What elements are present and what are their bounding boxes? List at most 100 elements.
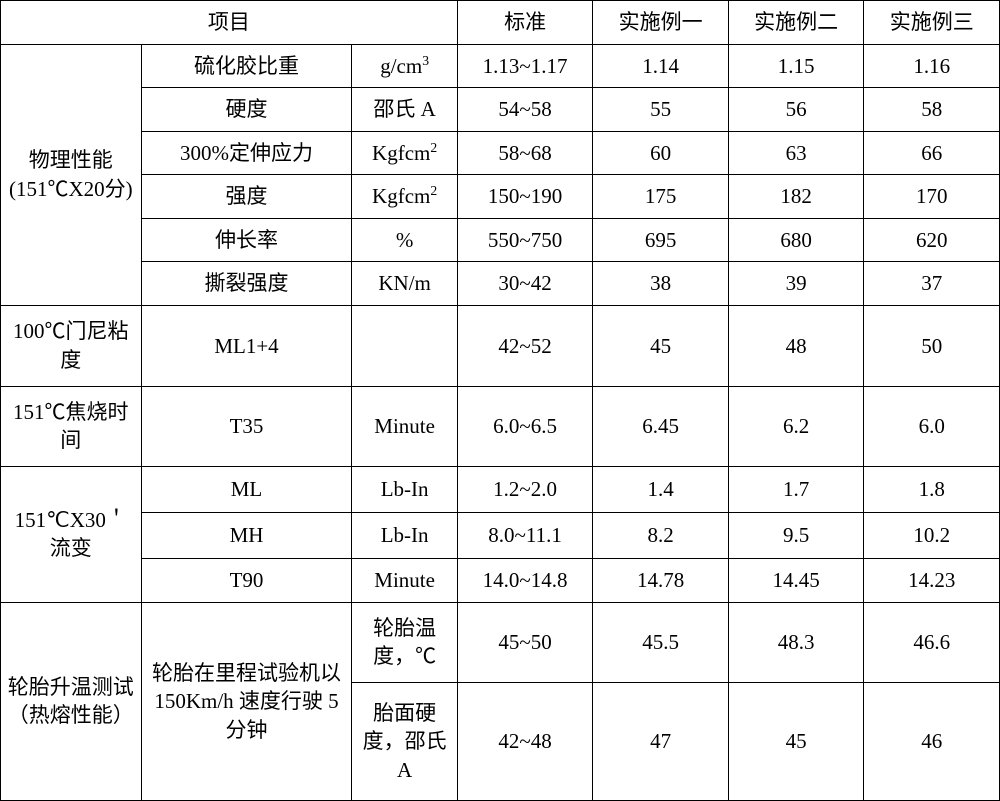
cell-e1: 1.4 xyxy=(593,467,729,513)
cell-std: 30~42 xyxy=(457,262,593,306)
cell-e3: 50 xyxy=(864,305,1000,386)
cell-e2: 48.3 xyxy=(728,602,864,683)
row-label: 300%定伸应力 xyxy=(141,131,352,175)
table-row: 300%定伸应力 Kgfcm2 58~68 60 63 66 xyxy=(1,131,1000,175)
cell-e3: 1.8 xyxy=(864,467,1000,513)
row-label: 轮胎温度，℃ xyxy=(352,602,457,683)
table-row: 151℃焦烧时间 T35 Minute 6.0~6.5 6.45 6.2 6.0 xyxy=(1,386,1000,467)
cell-e1: 14.78 xyxy=(593,559,729,603)
cell-e1: 175 xyxy=(593,175,729,219)
row-unit: Lb-In xyxy=(352,513,457,559)
row-label: ML xyxy=(141,467,352,513)
cell-e1: 38 xyxy=(593,262,729,306)
cell-e2: 63 xyxy=(728,131,864,175)
row-label: 硬度 xyxy=(141,88,352,132)
header-ex3: 实施例三 xyxy=(864,1,1000,45)
row-unit: g/cm3 xyxy=(352,44,457,88)
cell-e1: 47 xyxy=(593,683,729,801)
cell-e2: 680 xyxy=(728,218,864,262)
cell-e3: 37 xyxy=(864,262,1000,306)
cell-std: 54~58 xyxy=(457,88,593,132)
cell-e1: 695 xyxy=(593,218,729,262)
row-label: MH xyxy=(141,513,352,559)
group-mooney: 100℃门尼粘度 xyxy=(1,305,142,386)
cell-std: 58~68 xyxy=(457,131,593,175)
cell-std: 1.2~2.0 xyxy=(457,467,593,513)
cell-e2: 39 xyxy=(728,262,864,306)
table-row: 物理性能(151℃X20分) 硫化胶比重 g/cm3 1.13~1.17 1.1… xyxy=(1,44,1000,88)
row-label: 胎面硬度，邵氏A xyxy=(352,683,457,801)
cell-e3: 620 xyxy=(864,218,1000,262)
header-ex2: 实施例二 xyxy=(728,1,864,45)
table-row: 硬度 邵氏 A 54~58 55 56 58 xyxy=(1,88,1000,132)
cell-e1: 45.5 xyxy=(593,602,729,683)
group-rheo: 151℃X30＇流变 xyxy=(1,467,142,603)
cell-e1: 60 xyxy=(593,131,729,175)
cell-e1: 45 xyxy=(593,305,729,386)
cell-std: 14.0~14.8 xyxy=(457,559,593,603)
cell-std: 550~750 xyxy=(457,218,593,262)
table-row: MH Lb-In 8.0~11.1 8.2 9.5 10.2 xyxy=(1,513,1000,559)
row-label: T90 xyxy=(141,559,352,603)
row-unit: % xyxy=(352,218,457,262)
cell-std: 150~190 xyxy=(457,175,593,219)
row-label: ML1+4 xyxy=(141,305,352,386)
cell-e3: 6.0 xyxy=(864,386,1000,467)
cell-e2: 1.7 xyxy=(728,467,864,513)
row-unit: Kgfcm2 xyxy=(352,131,457,175)
row-unit: Minute xyxy=(352,559,457,603)
row-unit: Lb-In xyxy=(352,467,457,513)
cell-e3: 1.16 xyxy=(864,44,1000,88)
cell-std: 42~48 xyxy=(457,683,593,801)
row-label: 撕裂强度 xyxy=(141,262,352,306)
row-label: T35 xyxy=(141,386,352,467)
tire-condition: 轮胎在里程试验机以 150Km/h 速度行驶 5 分钟 xyxy=(141,602,352,800)
table-row: 强度 Kgfcm2 150~190 175 182 170 xyxy=(1,175,1000,219)
header-standard: 标准 xyxy=(457,1,593,45)
group-phys: 物理性能(151℃X20分) xyxy=(1,44,142,305)
table-row: 轮胎升温测试（热熔性能） 轮胎在里程试验机以 150Km/h 速度行驶 5 分钟… xyxy=(1,602,1000,683)
cell-e2: 182 xyxy=(728,175,864,219)
cell-e3: 10.2 xyxy=(864,513,1000,559)
cell-e2: 9.5 xyxy=(728,513,864,559)
cell-e2: 45 xyxy=(728,683,864,801)
header-ex1: 实施例一 xyxy=(593,1,729,45)
cell-e3: 46 xyxy=(864,683,1000,801)
table-row: 伸长率 % 550~750 695 680 620 xyxy=(1,218,1000,262)
row-label: 硫化胶比重 xyxy=(141,44,352,88)
table-row: 151℃X30＇流变 ML Lb-In 1.2~2.0 1.4 1.7 1.8 xyxy=(1,467,1000,513)
cell-e1: 6.45 xyxy=(593,386,729,467)
row-unit: 邵氏 A xyxy=(352,88,457,132)
cell-std: 6.0~6.5 xyxy=(457,386,593,467)
row-unit xyxy=(352,305,457,386)
cell-e1: 55 xyxy=(593,88,729,132)
table-row: T90 Minute 14.0~14.8 14.78 14.45 14.23 xyxy=(1,559,1000,603)
cell-e3: 66 xyxy=(864,131,1000,175)
table-row: 100℃门尼粘度 ML1+4 42~52 45 48 50 xyxy=(1,305,1000,386)
cell-e2: 6.2 xyxy=(728,386,864,467)
cell-e2: 14.45 xyxy=(728,559,864,603)
properties-table: 项目 标准 实施例一 实施例二 实施例三 物理性能(151℃X20分) 硫化胶比… xyxy=(0,0,1000,801)
row-unit: Minute xyxy=(352,386,457,467)
group-scorch: 151℃焦烧时间 xyxy=(1,386,142,467)
cell-e2: 56 xyxy=(728,88,864,132)
row-label: 伸长率 xyxy=(141,218,352,262)
cell-e1: 8.2 xyxy=(593,513,729,559)
cell-e3: 14.23 xyxy=(864,559,1000,603)
cell-e3: 58 xyxy=(864,88,1000,132)
table-header-row: 项目 标准 实施例一 实施例二 实施例三 xyxy=(1,1,1000,45)
cell-e1: 1.14 xyxy=(593,44,729,88)
cell-std: 42~52 xyxy=(457,305,593,386)
row-label: 强度 xyxy=(141,175,352,219)
cell-std: 8.0~11.1 xyxy=(457,513,593,559)
group-tire-temp: 轮胎升温测试（热熔性能） xyxy=(1,602,142,800)
cell-e2: 1.15 xyxy=(728,44,864,88)
header-project: 项目 xyxy=(1,1,458,45)
cell-std: 1.13~1.17 xyxy=(457,44,593,88)
row-unit: Kgfcm2 xyxy=(352,175,457,219)
cell-std: 45~50 xyxy=(457,602,593,683)
table-row: 撕裂强度 KN/m 30~42 38 39 37 xyxy=(1,262,1000,306)
row-unit: KN/m xyxy=(352,262,457,306)
cell-e3: 170 xyxy=(864,175,1000,219)
cell-e2: 48 xyxy=(728,305,864,386)
